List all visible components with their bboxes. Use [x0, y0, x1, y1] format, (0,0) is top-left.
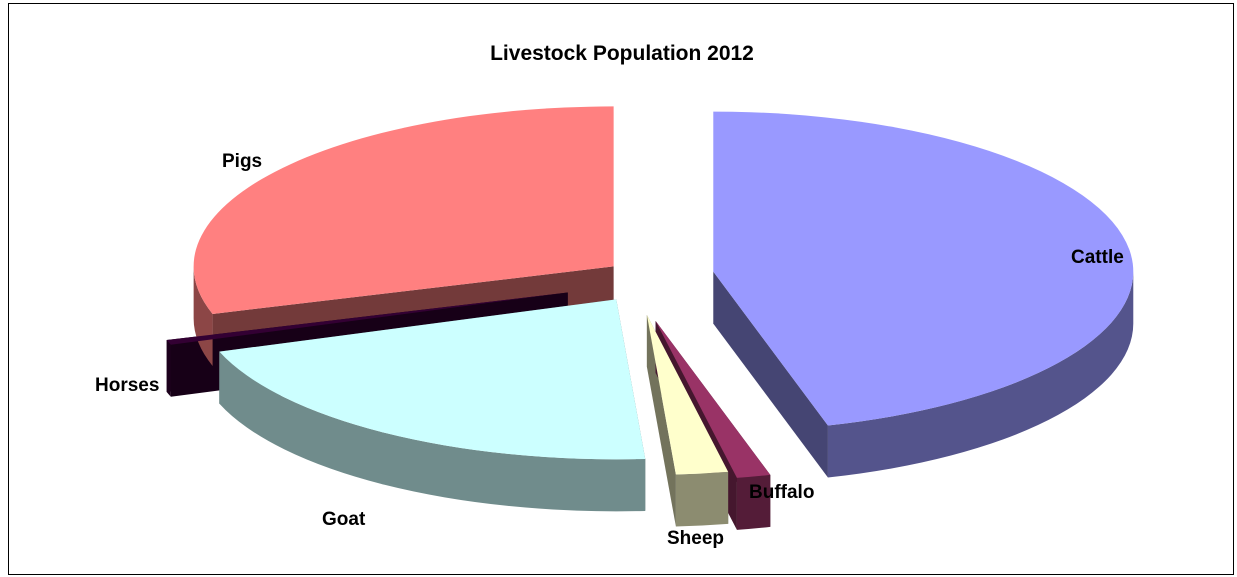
label-cattle: Cattle [1071, 247, 1124, 268]
slice-side-cattle-1 [713, 271, 828, 478]
label-horses: Horses [95, 375, 159, 396]
slice-rim-goat [219, 351, 646, 512]
label-sheep: Sheep [667, 528, 724, 549]
slice-goat [219, 299, 646, 460]
slice-sheep [646, 314, 729, 475]
slice-rim-buffalo [736, 474, 771, 530]
slice-tops [166, 106, 1134, 478]
slice-cattle [713, 111, 1134, 426]
slice-rim-cattle [827, 271, 1134, 478]
chart-area: Livestock Population 2012 Cattle Buffalo S… [8, 3, 1234, 575]
label-pigs: Pigs [222, 151, 262, 172]
pie-chart: Cattle Buffalo Sheep Goat Horses Pigs [95, 106, 1134, 549]
slice-pigs [193, 106, 614, 314]
label-goat: Goat [322, 509, 366, 530]
slice-side-sheep-1 [646, 314, 676, 527]
slice-buffalo [655, 320, 771, 478]
slice-rim-horses [166, 340, 171, 397]
chart-title: Livestock Population 2012 [490, 42, 754, 65]
slice-rim-sheep [675, 471, 729, 527]
slice-labels: Cattle Buffalo Sheep Goat Horses Pigs [95, 151, 1124, 549]
slice-horses [166, 292, 568, 345]
label-buffalo: Buffalo [749, 482, 814, 503]
